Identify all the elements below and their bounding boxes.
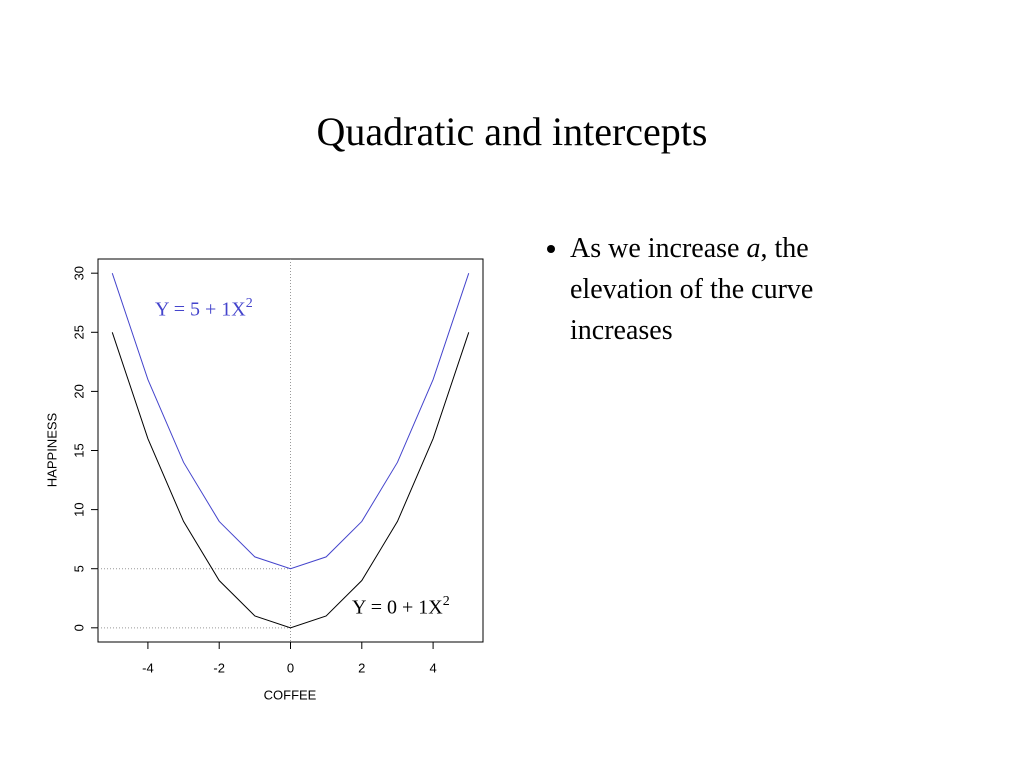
- chart: COFFEE HAPPINESS -4 -2 0 2 4 0 5 10 15 20 25 30 Y = …: [44, 258, 484, 702]
- bullet-italic: a: [746, 233, 761, 264]
- series-line: [111, 273, 470, 570]
- annotation-superscript: 2: [246, 296, 253, 311]
- y-tick-label: 15: [71, 443, 86, 457]
- y-tick-label: 20: [71, 384, 86, 398]
- slide-title: Quadratic and intercepts: [316, 109, 708, 154]
- y-tick-label: 25: [71, 325, 86, 339]
- x-tick-label: 0: [287, 660, 294, 675]
- x-tick-label: 4: [429, 660, 436, 675]
- annotation-superscript: 2: [443, 594, 450, 609]
- annotation: Y = 5 + 1X2: [155, 296, 253, 320]
- x-tick-label: -2: [213, 660, 225, 675]
- bullet-list: As we increase a, the elevation of the c…: [530, 228, 900, 351]
- y-tick-label: 0: [71, 624, 86, 631]
- annotation: Y = 0 + 1X2: [352, 594, 450, 618]
- bullet: As we increase a, the elevation of the c…: [570, 228, 900, 351]
- x-tick-label: -4: [142, 660, 154, 675]
- x-tick-label: 2: [358, 660, 365, 675]
- x-axis-label: COFFEE: [264, 687, 317, 702]
- y-tick-label: 10: [71, 502, 86, 516]
- y-axis-label: HAPPINESS: [44, 412, 59, 487]
- bullet-text: As we increase: [570, 233, 747, 264]
- y-tick-label: 5: [71, 565, 86, 572]
- y-tick-label: 30: [71, 266, 86, 280]
- bullet-text: , the elevation of the curve increases: [570, 233, 814, 346]
- series-line: [111, 332, 470, 629]
